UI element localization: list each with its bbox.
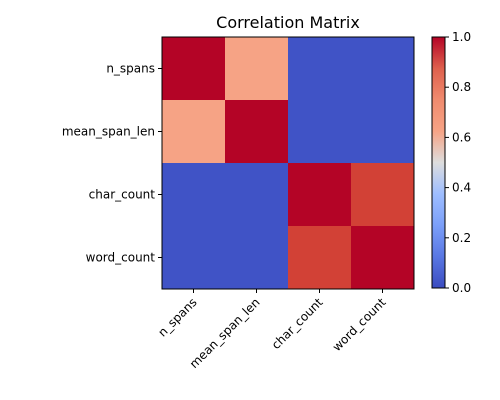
heatmap-cell-1-1 [225, 100, 289, 164]
heatmap-cell-3-1 [225, 226, 289, 290]
y-tick-label: char_count [89, 188, 156, 202]
heatmap-cell-3-3 [351, 226, 415, 290]
heatmap-cell-0-0 [162, 37, 226, 101]
colorbar-tick-label: 0.2 [452, 231, 471, 245]
x-tick-label: char_count [269, 295, 326, 352]
x-tick-label: word_count [330, 295, 389, 354]
heatmap-cells [162, 37, 415, 290]
colorbar [432, 37, 445, 288]
colorbar-tick-label: 0.4 [452, 181, 471, 195]
colorbar-tick-label: 0.6 [452, 130, 471, 144]
y-tick-label: n_spans [106, 62, 155, 76]
chart-title: Correlation Matrix [216, 13, 360, 32]
x-tick-label: n_spans [155, 295, 199, 339]
heatmap-cell-2-3 [351, 163, 415, 227]
colorbar-tick-label: 0.8 [452, 80, 471, 94]
heatmap-cell-1-0 [162, 100, 226, 164]
heatmap-cell-0-1 [225, 37, 289, 101]
heatmap-cell-0-2 [288, 37, 352, 101]
heatmap-cell-1-3 [351, 100, 415, 164]
heatmap-cell-3-2 [288, 226, 352, 290]
heatmap-cell-2-1 [225, 163, 289, 227]
heatmap-cell-2-0 [162, 163, 226, 227]
heatmap-cell-3-0 [162, 226, 226, 290]
colorbar-tick-label: 0.0 [452, 281, 471, 295]
heatmap-frame [161, 36, 415, 290]
heatmap-cell-2-2 [288, 163, 352, 227]
x-tick-label: mean_span_len [187, 295, 263, 371]
heatmap-cell-0-3 [351, 37, 415, 101]
y-tick-label: word_count [86, 251, 156, 265]
heatmap-cell-1-2 [288, 100, 352, 164]
colorbar-frame [431, 36, 446, 289]
colorbar-tick-label: 1.0 [452, 30, 471, 44]
y-tick-label: mean_span_len [62, 125, 155, 139]
colorbar-ticks: 0.0 0.2 0.4 0.6 0.8 1.0 [445, 30, 471, 295]
y-axis-ticks: n_spans mean_span_len char_count word_count [62, 62, 162, 265]
